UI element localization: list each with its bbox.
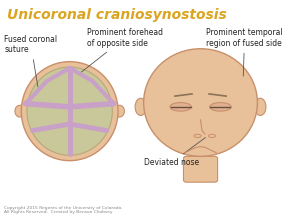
Ellipse shape <box>144 49 257 156</box>
Text: Prominent forehead
of opposite side: Prominent forehead of opposite side <box>80 28 163 73</box>
Ellipse shape <box>21 62 118 161</box>
Ellipse shape <box>254 98 266 116</box>
Text: Deviated nose: Deviated nose <box>144 138 205 167</box>
Ellipse shape <box>135 98 147 116</box>
Ellipse shape <box>27 67 112 155</box>
Ellipse shape <box>194 134 201 138</box>
Ellipse shape <box>208 134 216 138</box>
Text: Prominent temporal
region of fused side: Prominent temporal region of fused side <box>206 28 283 76</box>
Text: Unicoronal craniosynostosis: Unicoronal craniosynostosis <box>7 8 227 22</box>
FancyBboxPatch shape <box>184 156 218 182</box>
Text: Fused coronal
suture: Fused coronal suture <box>4 35 57 87</box>
Ellipse shape <box>115 105 124 117</box>
Ellipse shape <box>210 102 231 111</box>
Ellipse shape <box>170 102 191 111</box>
Text: Copyright 2015 Regents of the University of Colorado.
All Rights Reserved.  Crea: Copyright 2015 Regents of the University… <box>4 206 123 215</box>
Ellipse shape <box>15 105 25 117</box>
